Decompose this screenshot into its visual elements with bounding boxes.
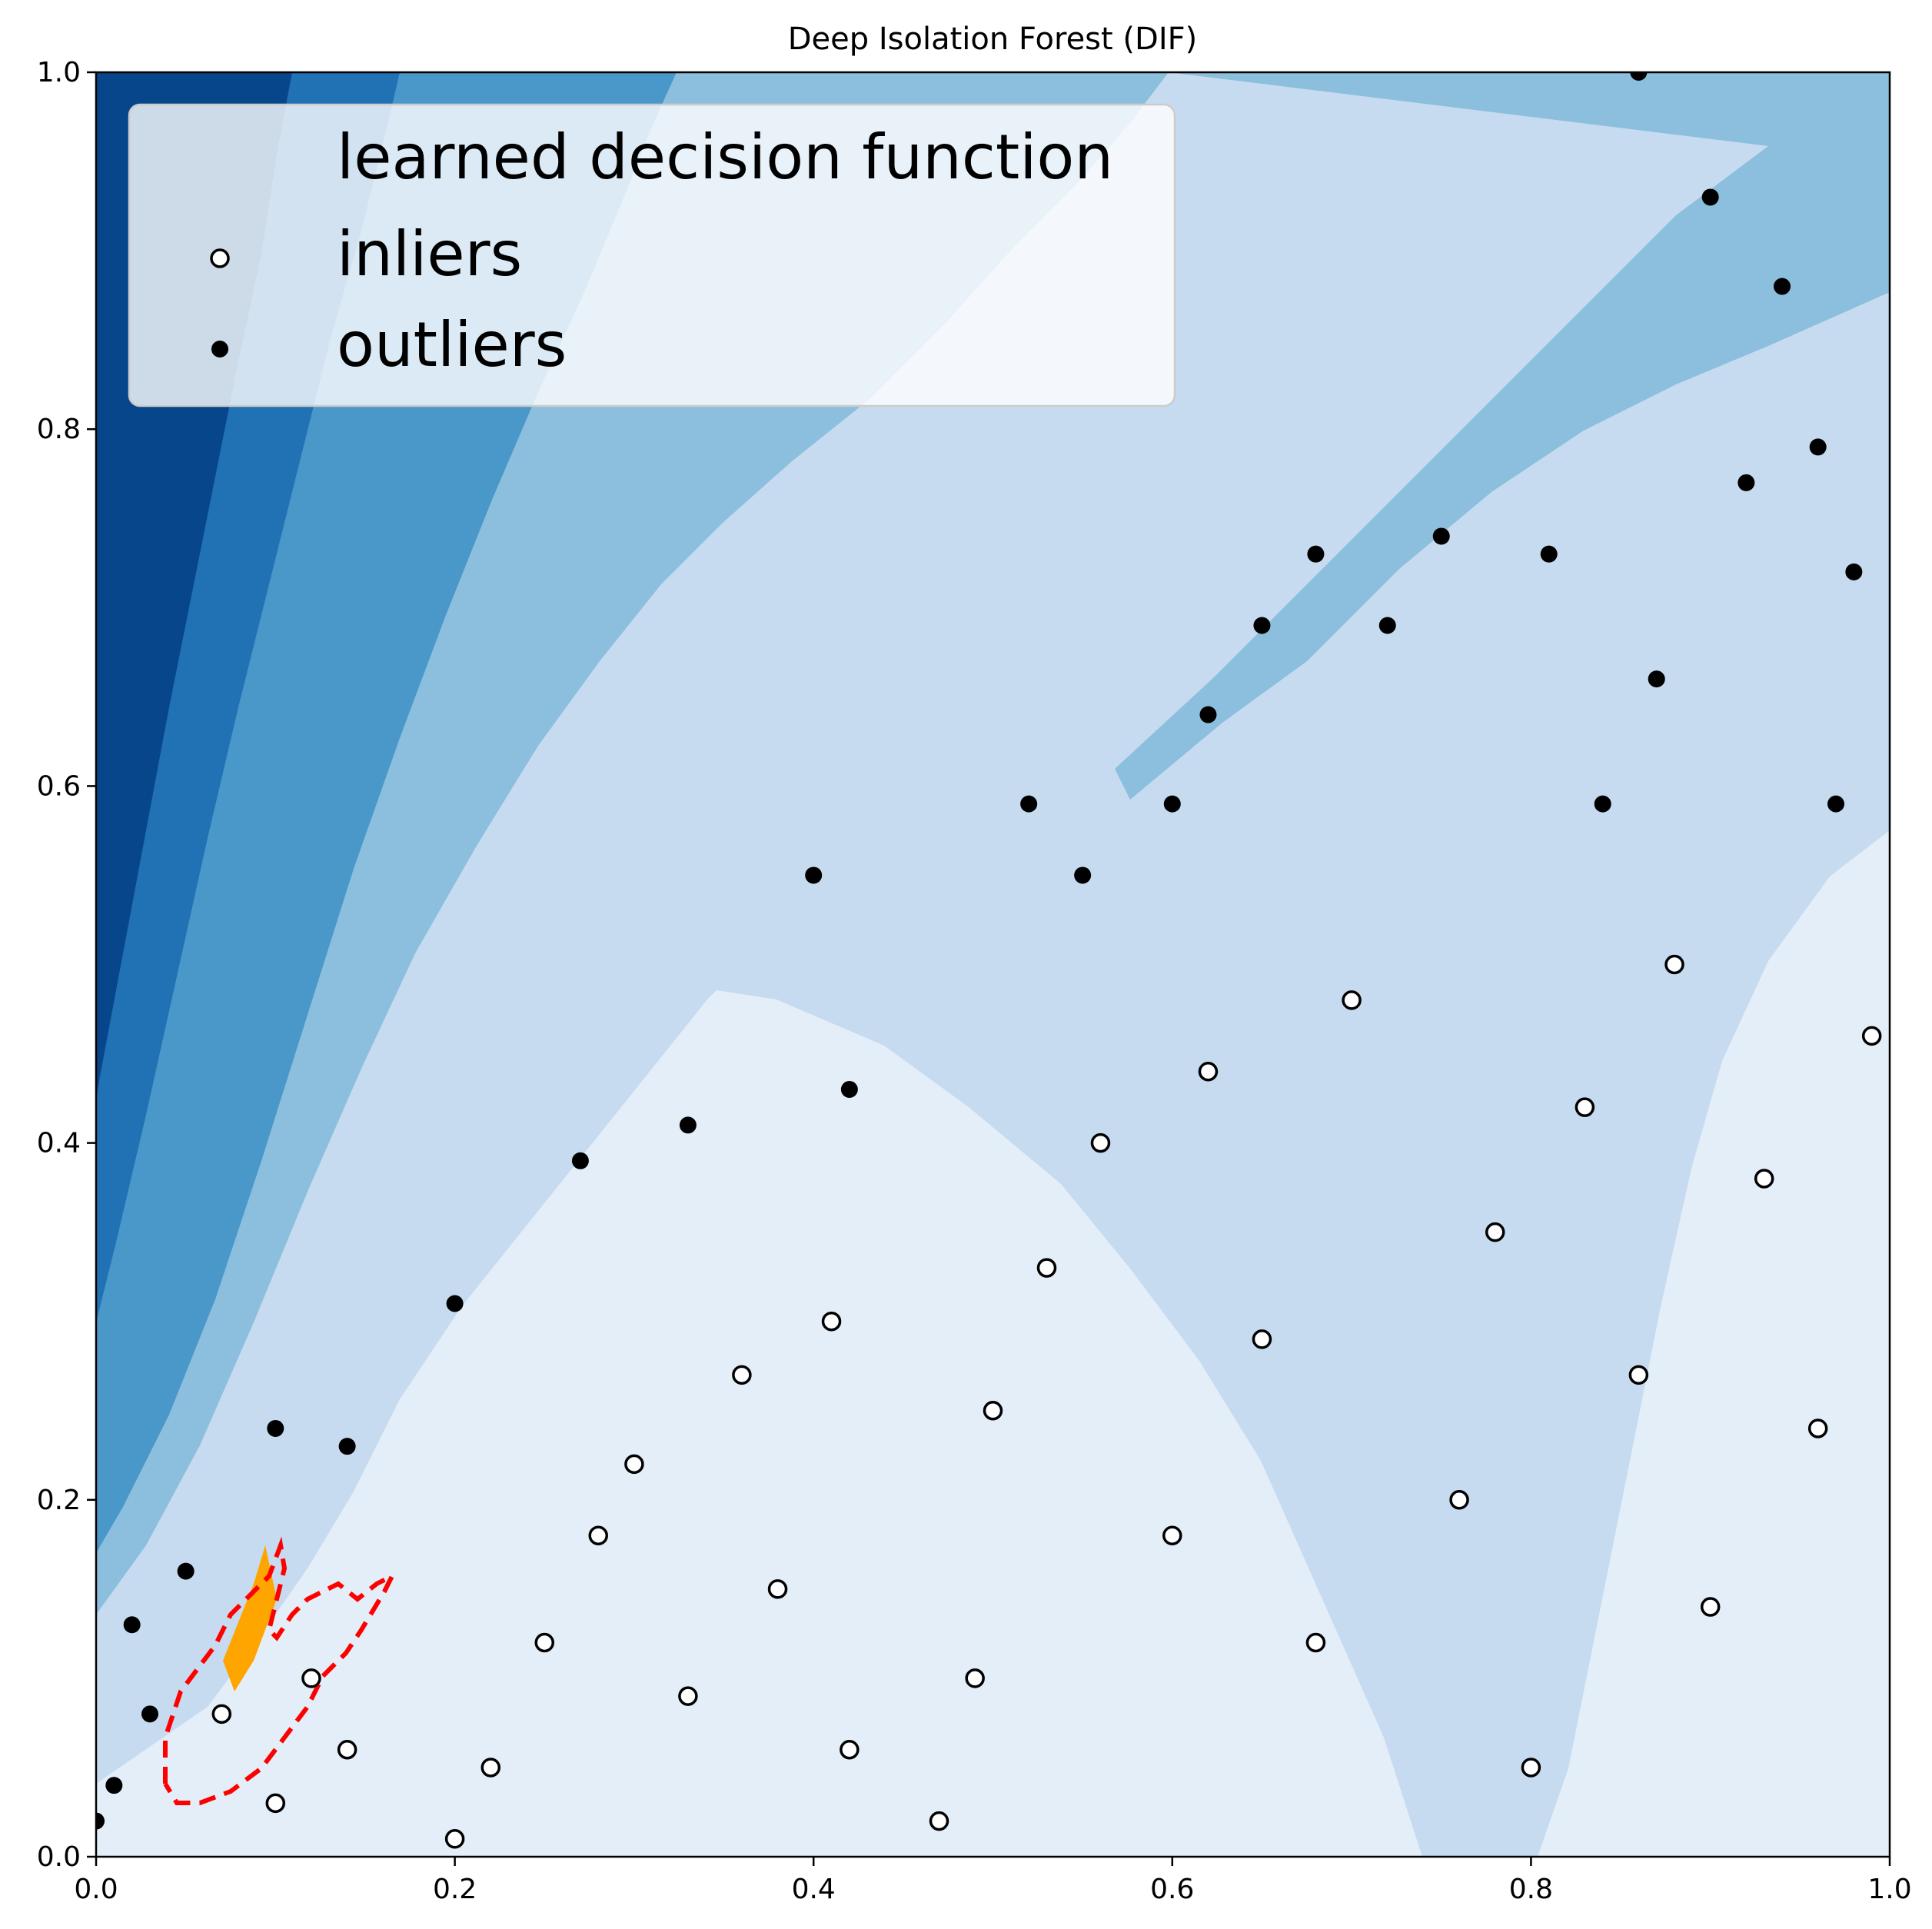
inlier-point-26	[1700, 1597, 1721, 1617]
outlier-point-19	[1701, 188, 1719, 206]
inlier-point-5	[678, 1686, 698, 1706]
inlier-point-27	[1754, 1169, 1774, 1189]
inlier-point-33	[337, 1739, 357, 1760]
x-tick-label-5: 1.0	[1867, 1874, 1911, 1905]
inlier-point-15	[1162, 1525, 1182, 1545]
inlier-point-4	[624, 1454, 644, 1475]
y-tick-label-3: 0.6	[37, 770, 81, 802]
legend-box	[128, 103, 1176, 407]
x-tick-label-1: 0.2	[433, 1874, 477, 1905]
inlier-point-23	[1575, 1097, 1595, 1117]
y-tick-label-4: 0.8	[37, 414, 81, 445]
outlier-point-27	[105, 1777, 123, 1794]
legend-marker-inliers	[210, 248, 230, 268]
inlier-point-10	[929, 1811, 949, 1831]
inlier-point-9	[840, 1739, 860, 1760]
x-tick-label-4: 0.8	[1509, 1874, 1553, 1905]
plot-frame	[95, 71, 1891, 1858]
outlier-point-4	[446, 1295, 464, 1312]
inlier-point-22	[1521, 1758, 1541, 1778]
inlier-point-20	[1449, 1490, 1469, 1510]
inlier-point-7	[767, 1579, 788, 1599]
inlier-point-31	[265, 1793, 286, 1814]
threshold-region	[223, 1545, 277, 1691]
outlier-point-25	[1737, 474, 1755, 491]
outlier-point-16	[1432, 527, 1450, 545]
outlier-point-8	[840, 1080, 858, 1098]
inlier-point-12	[983, 1401, 1003, 1421]
legend-label-inliers: inliers	[337, 218, 522, 290]
legend-marker-outliers	[211, 341, 228, 358]
inlier-point-17	[1252, 1329, 1272, 1349]
inlier-point-1	[481, 1758, 501, 1778]
y-tick-label-0: 0.0	[37, 1841, 81, 1873]
outlier-point-23	[1648, 670, 1665, 688]
inlier-point-11	[965, 1668, 985, 1688]
outlier-point-24	[1594, 795, 1611, 813]
chart-title: Deep Isolation Forest (DIF)	[788, 22, 1197, 57]
inlier-point-25	[1664, 954, 1684, 975]
inlier-point-28	[1807, 1418, 1828, 1438]
outlier-point-6	[679, 1116, 697, 1134]
x-tick-label-0: 0.0	[74, 1874, 118, 1905]
outlier-point-12	[1199, 706, 1217, 723]
y-tick-label-2: 0.4	[37, 1128, 81, 1159]
outlier-point-15	[1378, 617, 1396, 634]
inlier-point-21	[1485, 1222, 1505, 1242]
inlier-point-29	[1861, 1026, 1882, 1046]
inlier-point-3	[588, 1525, 608, 1545]
outlier-point-10	[1074, 866, 1092, 884]
inlier-point-2	[534, 1632, 554, 1653]
inlier-point-0	[444, 1829, 465, 1849]
inlier-point-32	[301, 1668, 321, 1688]
inlier-point-16	[1198, 1062, 1219, 1082]
outlier-point-18	[1630, 72, 1648, 81]
scatter-points	[96, 72, 1882, 1849]
outlier-point-14	[1307, 545, 1325, 563]
outlier-point-11	[1163, 795, 1181, 813]
legend: learned decision function inliers outlie…	[128, 103, 1176, 407]
outlier-point-21	[1809, 438, 1827, 456]
outlier-point-29	[96, 1812, 105, 1830]
inlier-point-18	[1305, 1632, 1326, 1653]
outlier-point-26	[1827, 795, 1845, 813]
inlier-point-8	[821, 1311, 842, 1332]
inlier-point-24	[1628, 1365, 1649, 1385]
threshold-contour	[163, 1536, 397, 1805]
inlier-point-6	[732, 1365, 752, 1385]
outlier-point-9	[1020, 795, 1038, 813]
axis-ticks: 0.0 0.2 0.4 0.6 0.8 1.0 0.0 0.2 0.4 0.6 0.8 1.0	[37, 57, 1912, 1905]
outlier-point-13	[1253, 617, 1271, 634]
outlier-point-7	[805, 866, 823, 884]
outlier-point-20	[1774, 278, 1791, 295]
legend-label-decision-function: learned decision function	[337, 121, 1113, 193]
outlier-point-28	[141, 1705, 158, 1723]
x-tick-label-3: 0.6	[1150, 1874, 1194, 1905]
inlier-point-30	[211, 1704, 232, 1724]
outlier-point-2	[267, 1419, 284, 1437]
legend-label-outliers: outliers	[337, 309, 567, 381]
x-tick-label-2: 0.4	[792, 1874, 836, 1905]
outlier-point-22	[1845, 563, 1863, 580]
y-tick-label-5: 1.0	[37, 57, 81, 88]
contour-band-mid-upper	[1115, 72, 1890, 800]
inlier-point-13	[1036, 1258, 1057, 1278]
outlier-point-3	[338, 1438, 356, 1455]
y-tick-label-1: 0.2	[37, 1485, 81, 1516]
outlier-point-17	[1540, 545, 1558, 563]
outlier-point-0	[123, 1616, 141, 1634]
inlier-point-14	[1090, 1132, 1111, 1153]
outlier-point-5	[571, 1152, 589, 1169]
inlier-point-19	[1342, 990, 1362, 1010]
outlier-point-1	[177, 1562, 195, 1580]
